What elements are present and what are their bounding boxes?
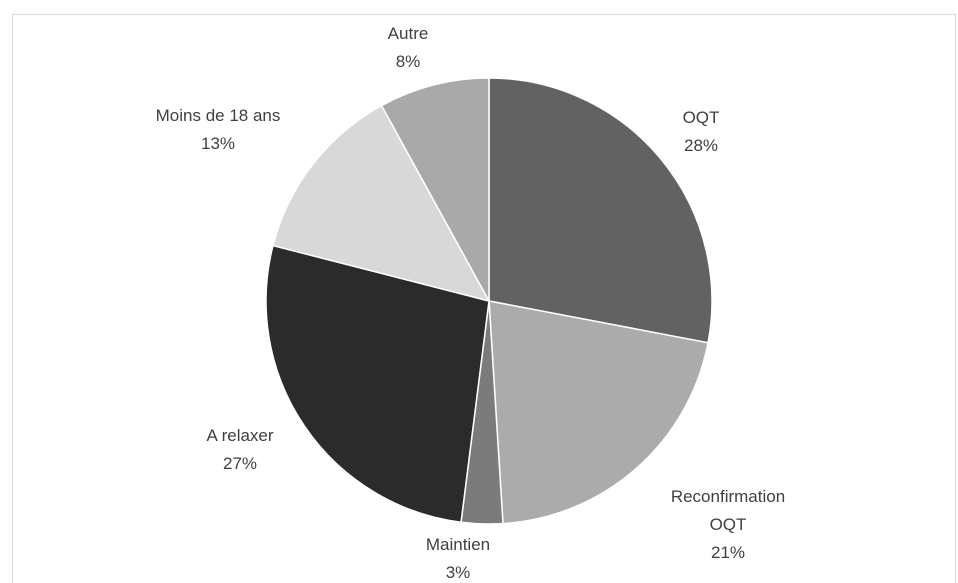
pie-slice bbox=[272, 104, 491, 303]
category-label: OQT bbox=[682, 108, 720, 127]
pie-slice bbox=[265, 244, 490, 524]
category-label: Reconfirmation OQT bbox=[670, 487, 786, 534]
category-label: A relaxer bbox=[206, 426, 274, 445]
chart-frame bbox=[12, 14, 956, 583]
pie-slice bbox=[488, 77, 713, 344]
percent-label: 8% bbox=[395, 52, 421, 71]
category-label: Moins de 18 ans bbox=[155, 106, 281, 125]
data-label: Autre 8% bbox=[308, 20, 508, 76]
data-label: Moins de 18 ans 13% bbox=[118, 102, 318, 158]
percent-label: 13% bbox=[200, 134, 236, 153]
percent-label: 28% bbox=[683, 136, 719, 155]
percent-label: 3% bbox=[445, 563, 471, 582]
percent-label: 27% bbox=[222, 454, 258, 473]
category-label: Autre bbox=[387, 24, 429, 43]
category-label: Maintien bbox=[425, 535, 491, 554]
data-label: A relaxer 27% bbox=[140, 422, 340, 478]
percent-label: 21% bbox=[710, 543, 746, 562]
data-label: OQT 28% bbox=[601, 104, 801, 160]
data-label: Maintien 3% bbox=[358, 531, 558, 583]
pie-slice bbox=[380, 77, 490, 302]
pie-slice bbox=[488, 300, 709, 525]
data-label: Reconfirmation OQT 21% bbox=[658, 483, 798, 567]
